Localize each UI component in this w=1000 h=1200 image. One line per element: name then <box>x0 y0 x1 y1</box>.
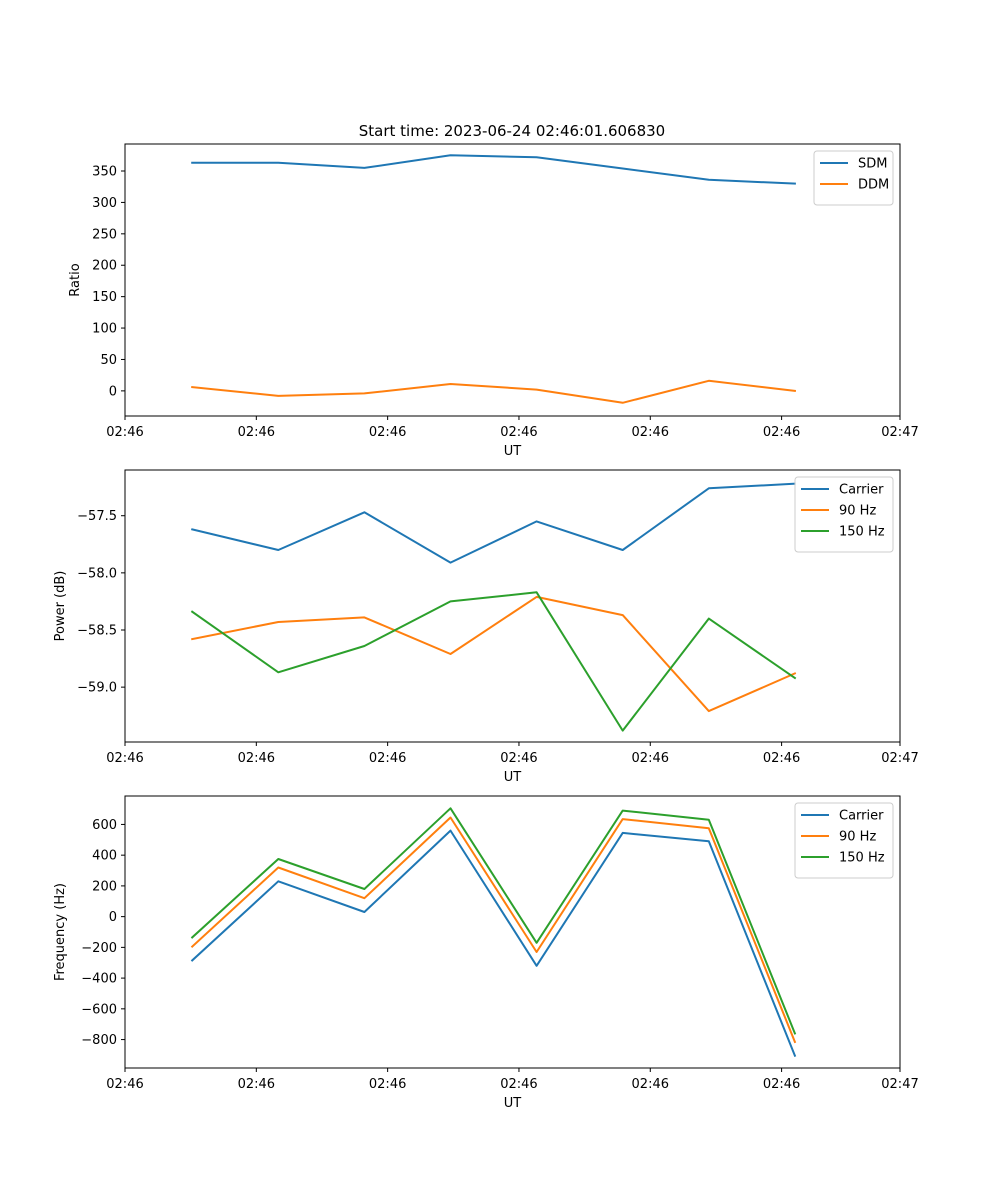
x-tick-label: 02:46 <box>632 1077 669 1092</box>
y-tick-label: −600 <box>81 1002 117 1017</box>
x-tick-label: 02:46 <box>763 425 800 440</box>
y-tick-label: 200 <box>92 879 117 894</box>
x-tick-label: 02:47 <box>881 1077 918 1092</box>
legend-label: SDM <box>858 157 887 172</box>
figure-title: Start time: 2023-06-24 02:46:01.606830 <box>359 122 665 140</box>
x-tick-label: 02:46 <box>500 425 537 440</box>
x-tick-label: 02:46 <box>369 751 406 766</box>
y-tick-label: 350 <box>92 165 117 180</box>
y-axis-label: Power (dB) <box>53 571 68 642</box>
y-tick-label: 50 <box>100 353 117 368</box>
x-tick-label: 02:46 <box>500 751 537 766</box>
x-tick-label: 02:46 <box>238 425 275 440</box>
y-tick-label: −800 <box>81 1033 117 1048</box>
y-tick-label: 600 <box>92 818 117 833</box>
legend: Carrier 90 Hz 150 Hz <box>794 476 894 553</box>
y-tick-label: 250 <box>92 227 117 242</box>
x-tick-label: 02:46 <box>238 751 275 766</box>
y-tick-label: 0 <box>109 910 117 925</box>
series-line <box>190 816 797 1044</box>
x-tick-label: 02:46 <box>238 1077 275 1092</box>
y-tick-label: 200 <box>92 259 117 274</box>
axes-frame <box>124 795 901 1069</box>
panel-ratio: 0 50 100 150 200 250 300 350 02:46 02:46 02:46 02:4… <box>68 143 919 459</box>
series-line <box>191 154 796 185</box>
series-line <box>190 829 797 1058</box>
y-tick-label: 0 <box>109 384 117 399</box>
series-line <box>191 595 797 713</box>
legend-label: 90 Hz <box>839 830 876 845</box>
y-tick-label: 400 <box>92 849 117 864</box>
panel-power: −59.0 −58.5 −58.0 −57.5 02:46 02:46 02:46 02:46… <box>53 469 919 785</box>
legend-label: Carrier <box>839 483 884 498</box>
x-axis-label: UT <box>504 1096 522 1111</box>
y-tick-label: −200 <box>81 941 117 956</box>
legend-label: 150 Hz <box>839 851 885 866</box>
legend: SDM DDM <box>813 150 894 206</box>
x-tick-label: 02:46 <box>106 1077 143 1092</box>
axes-frame <box>124 143 901 417</box>
y-tick-label: −58.0 <box>77 566 117 581</box>
y-tick-label: −58.5 <box>77 624 117 639</box>
series-line <box>191 379 797 404</box>
legend: Carrier 90 Hz 150 Hz <box>794 802 894 879</box>
legend-box <box>813 150 894 206</box>
y-tick-label: 150 <box>92 290 117 305</box>
y-tick-label: −59.0 <box>77 681 117 696</box>
x-tick-label: 02:46 <box>106 751 143 766</box>
y-axis-label: Ratio <box>68 263 83 296</box>
series-line <box>190 591 797 732</box>
series-line <box>190 482 796 564</box>
y-axis-label: Frequency (Hz) <box>53 883 68 981</box>
x-tick-label: 02:46 <box>369 1077 406 1092</box>
x-tick-label: 02:46 <box>106 425 143 440</box>
x-tick-label: 02:46 <box>763 1077 800 1092</box>
legend-label: DDM <box>858 178 889 193</box>
x-axis-label: UT <box>504 770 522 785</box>
y-tick-label: 300 <box>92 196 117 211</box>
legend-box <box>794 802 894 879</box>
x-tick-label: 02:46 <box>500 1077 537 1092</box>
series-line <box>190 807 797 1035</box>
x-tick-label: 02:46 <box>369 425 406 440</box>
y-tick-label: 100 <box>92 322 117 337</box>
y-tick-label: −57.5 <box>77 509 117 524</box>
legend-label: 90 Hz <box>839 504 876 519</box>
x-tick-label: 02:47 <box>881 425 918 440</box>
x-tick-label: 02:46 <box>763 751 800 766</box>
axes-frame <box>124 469 901 743</box>
x-tick-label: 02:46 <box>632 425 669 440</box>
x-tick-label: 02:46 <box>632 751 669 766</box>
x-axis-label: UT <box>504 444 522 459</box>
legend-label: Carrier <box>839 809 884 824</box>
legend-label: 150 Hz <box>839 525 885 540</box>
panel-frequency: −800 −600 −400 −200 0 200 400 600 02:46 02:46 02:4… <box>53 795 919 1111</box>
x-tick-label: 02:47 <box>881 751 918 766</box>
y-tick-label: −400 <box>81 972 117 987</box>
legend-box <box>794 476 894 553</box>
